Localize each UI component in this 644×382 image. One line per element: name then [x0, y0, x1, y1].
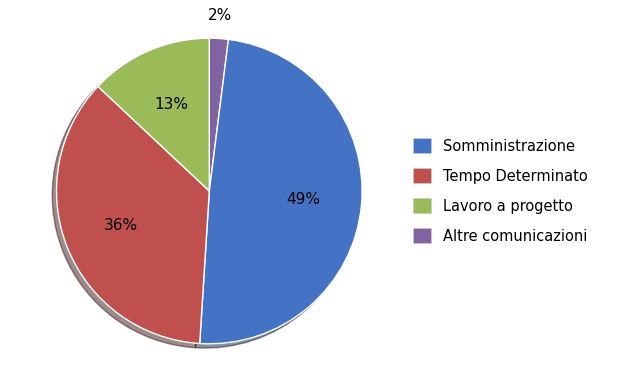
Text: 49%: 49% [287, 193, 321, 207]
Text: 2%: 2% [208, 8, 232, 23]
Wedge shape [57, 86, 209, 343]
Wedge shape [98, 38, 209, 191]
Wedge shape [209, 38, 229, 191]
Text: 13%: 13% [155, 97, 189, 112]
Legend: Somministrazione, Tempo Determinato, Lavoro a progetto, Altre comunicazioni: Somministrazione, Tempo Determinato, Lav… [408, 133, 593, 249]
Text: 36%: 36% [104, 219, 138, 233]
Wedge shape [200, 39, 362, 344]
